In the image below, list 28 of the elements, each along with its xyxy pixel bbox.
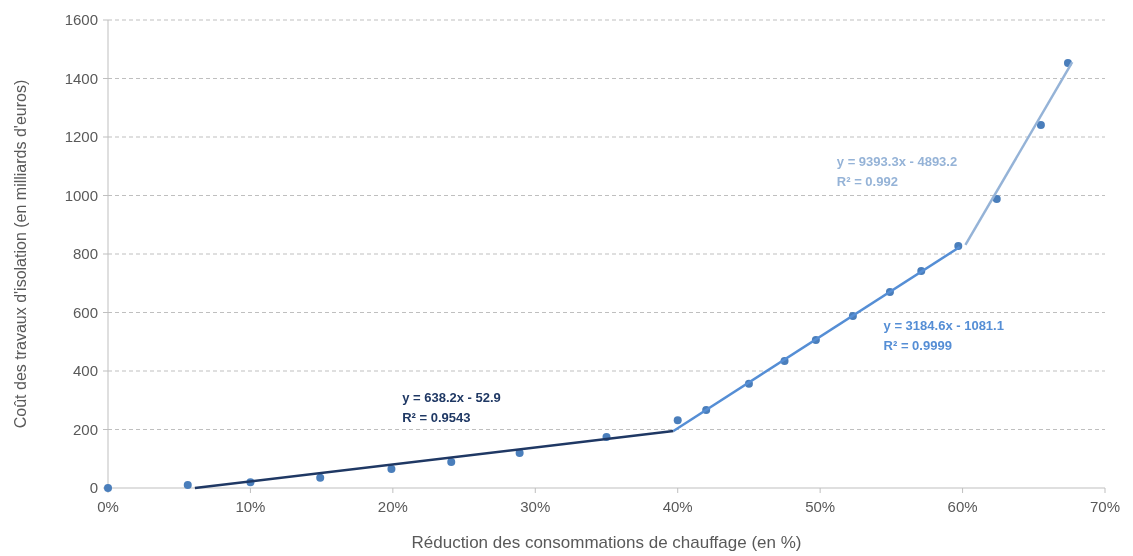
y-tick-label: 1000: [64, 186, 98, 204]
x-tick-label: 70%: [1089, 498, 1121, 515]
y-tick-label: 600: [72, 303, 98, 321]
annotation: y = 3184.6x - 1081.1 R² = 0.9999: [883, 317, 1004, 353]
point: [183, 481, 192, 490]
y-tick-label: 1400: [64, 69, 98, 87]
point: [447, 457, 456, 466]
x-tick-label: 30%: [520, 498, 551, 515]
x-axis-title: Réduction des consommations de chauffage (en %): [411, 533, 802, 552]
point: [673, 416, 682, 425]
x-tick-label: 60%: [947, 498, 978, 515]
point: [387, 464, 396, 473]
annotation: y = 9393.3x - 4893.2 R² = 0.992: [836, 153, 958, 189]
x-tick-label: 50%: [805, 498, 836, 515]
y-tick-label: 1600: [64, 11, 98, 28]
y-tick-label: 1200: [64, 128, 98, 145]
x-tick-label: 10%: [235, 498, 266, 515]
y-tick-label: 200: [72, 420, 98, 438]
y-tick-label: 0: [89, 479, 98, 496]
x-tick-label: 20%: [377, 498, 408, 515]
annotation: y = 638.2x - 52.9 R² = 0.9543: [402, 390, 501, 426]
x-tick-label: 0%: [97, 498, 119, 515]
y-axis-title: Coût des travaux d'isolation (en milliards d'euros): [12, 79, 29, 429]
x-tick-label: 40%: [662, 498, 693, 515]
y-tick-label: 400: [72, 362, 98, 379]
point: [1036, 121, 1045, 130]
point: [316, 473, 325, 482]
y-tick-label: 800: [72, 245, 98, 262]
